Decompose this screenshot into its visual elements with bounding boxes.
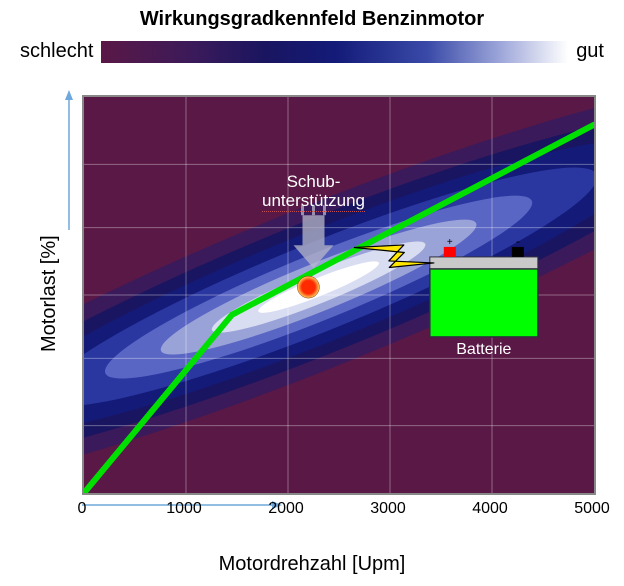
legend-gradient xyxy=(101,41,568,63)
y-axis-arrow-icon xyxy=(62,90,76,230)
battery-label: Batterie xyxy=(430,341,538,359)
x-tick: 1000 xyxy=(154,500,214,518)
chart-svg: +- xyxy=(84,97,594,493)
svg-text:-: - xyxy=(516,234,520,248)
x-tick: 2000 xyxy=(256,500,316,518)
x-axis-label: Motordrehzahl [Upm] xyxy=(0,553,624,576)
x-tick: 3000 xyxy=(358,500,418,518)
x-tick: 5000 xyxy=(562,500,622,518)
annotation-schubunterstuetzung: Schub-unterstützung xyxy=(234,173,394,210)
x-tick: 0 xyxy=(52,500,112,518)
color-legend: schlecht gut xyxy=(20,40,604,63)
x-tick: 4000 xyxy=(460,500,520,518)
legend-label-bad: schlecht xyxy=(20,40,93,63)
svg-text:+: + xyxy=(447,237,453,248)
efficiency-map-chart: +- Schub-unterstützungBatterie xyxy=(82,95,596,495)
y-axis-label: Motorlast [%] xyxy=(38,235,61,352)
chart-title: Wirkungsgradkennfeld Benzinmotor xyxy=(0,8,624,31)
legend-label-good: gut xyxy=(576,40,604,63)
